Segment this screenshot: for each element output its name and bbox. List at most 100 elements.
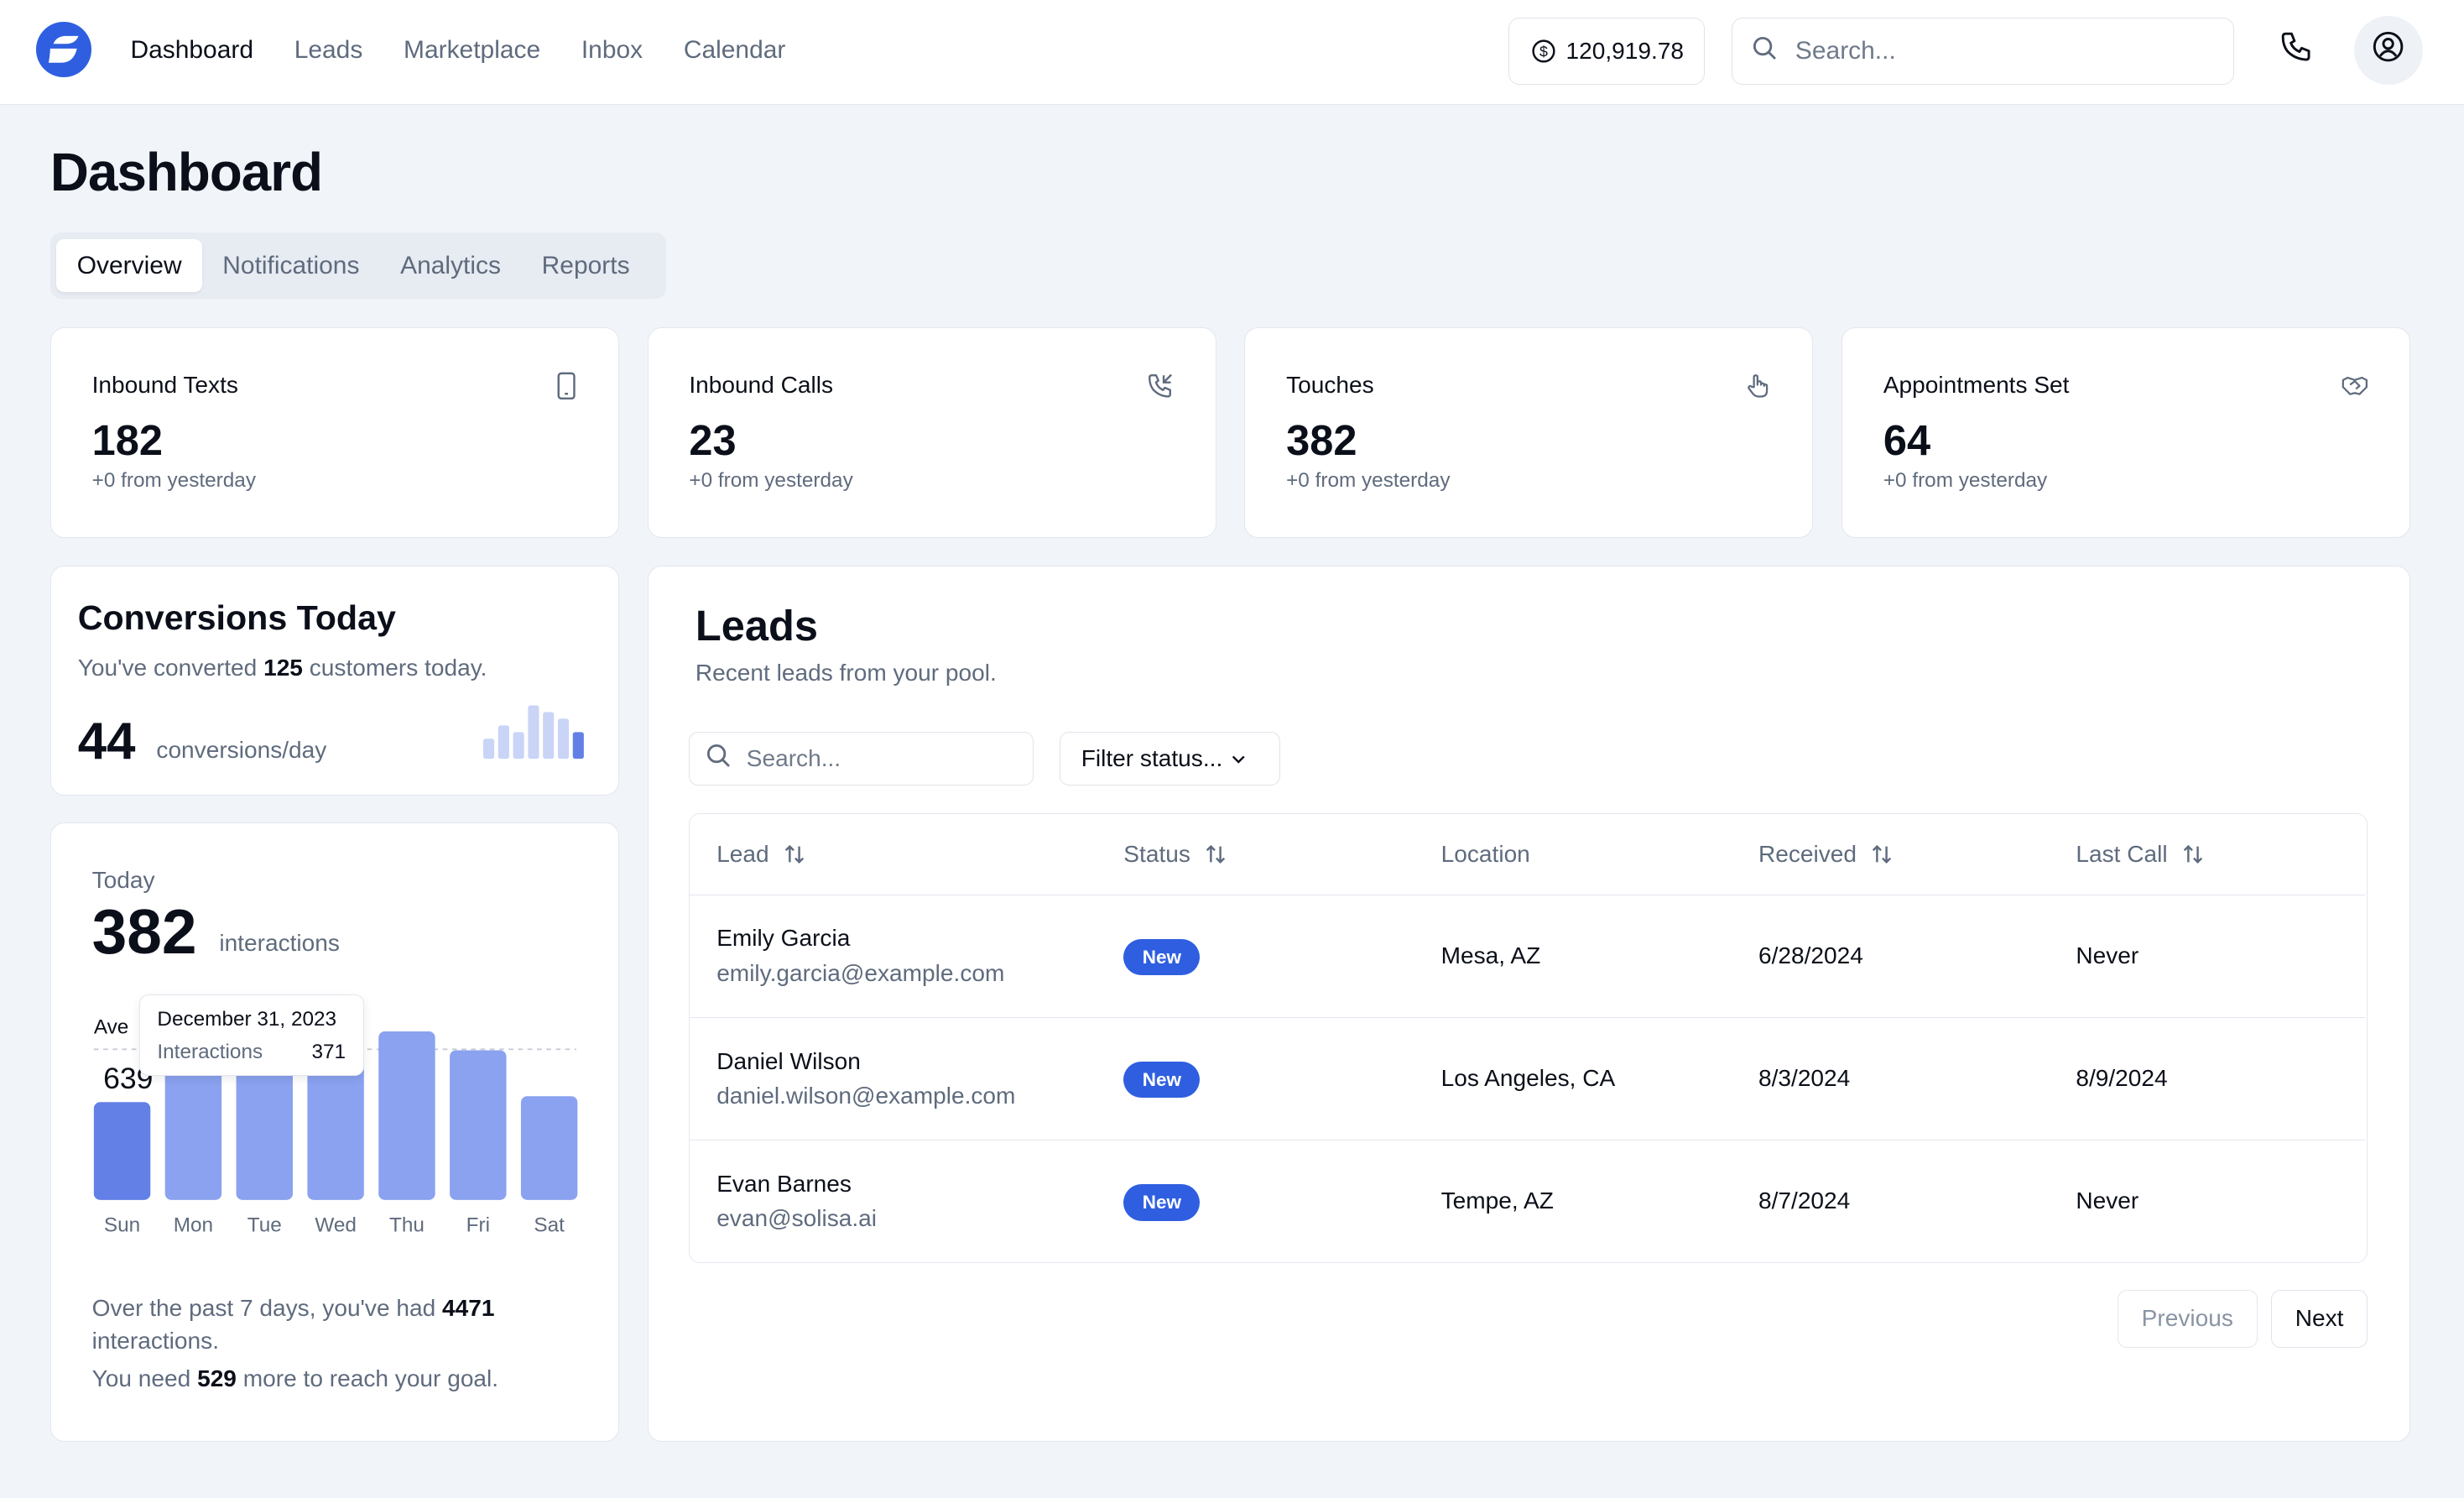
filter-status-dropdown[interactable]: Filter status... <box>1060 731 1280 786</box>
next-page-button[interactable]: Next <box>2271 1289 2368 1349</box>
lead-email: emily.garcia@example.com <box>716 959 1005 986</box>
sort-icon <box>1203 842 1228 867</box>
lead-received: 8/3/2024 <box>1758 1065 1851 1092</box>
column-header-lead[interactable]: Lead <box>716 841 806 868</box>
lead-location: Mesa, AZ <box>1440 942 1541 969</box>
column-header-status[interactable]: Status <box>1123 841 1228 868</box>
goal-prefix: You need <box>91 1365 191 1391</box>
bar-thu[interactable] <box>378 1031 435 1201</box>
today-value: 382 <box>91 895 197 967</box>
phone-button[interactable] <box>2264 18 2327 81</box>
status-badge: New <box>1123 1184 1201 1221</box>
leads-search[interactable] <box>689 731 1034 786</box>
stat-value: 182 <box>91 416 163 465</box>
lead-email: daniel.wilson@example.com <box>716 1082 1016 1109</box>
stat-title: Appointments Set <box>1883 372 2070 399</box>
stat-change: +0 from yesterday <box>1883 469 2048 493</box>
page-title: Dashboard <box>49 142 323 202</box>
lead-received: 6/28/2024 <box>1758 942 1863 969</box>
tooltip-value: 371 <box>311 1041 346 1064</box>
today-unit: interactions <box>219 929 340 956</box>
stat-change: +0 from yesterday <box>91 469 256 493</box>
conversions-count: 125 <box>263 655 303 681</box>
stat-title: Inbound Texts <box>91 372 238 399</box>
column-label: Received <box>1758 841 1857 868</box>
stat-card-inbound-calls: Inbound Calls 23 +0 from yesterday <box>647 326 1216 538</box>
x-tick-label: Sun <box>104 1214 140 1237</box>
column-header-received[interactable]: Received <box>1758 841 1894 868</box>
x-tick-label: Fri <box>466 1214 489 1237</box>
today-label: Today <box>91 867 155 894</box>
week-summary-prefix: Over the past 7 days, you've had <box>91 1294 436 1321</box>
tab-analytics[interactable]: Analytics <box>400 251 501 279</box>
bar-tue[interactable] <box>236 1055 293 1201</box>
sort-icon <box>2180 842 2206 867</box>
sort-icon <box>1869 842 1894 867</box>
chart-tooltip: December 31, 2023 Interactions 371 <box>138 994 364 1077</box>
tab-notifications[interactable]: Notifications <box>222 251 360 279</box>
phone-icon <box>2279 29 2313 70</box>
user-menu-button[interactable] <box>2353 15 2424 86</box>
sparkline-bar <box>557 718 570 759</box>
nav-marketplace[interactable]: Marketplace <box>404 36 541 65</box>
lead-name: Evan Barnes <box>716 1170 852 1197</box>
stat-title: Inbound Calls <box>689 372 834 399</box>
user-circle-icon <box>2371 29 2405 70</box>
average-label: Ave <box>93 1016 128 1039</box>
week-summary-suffix: interactions. <box>91 1328 219 1354</box>
sparkline-bar <box>482 738 495 759</box>
balance-button[interactable]: $ 120,919.78 <box>1508 17 1706 86</box>
column-header-location: Location <box>1441 841 1530 868</box>
stat-value: 382 <box>1286 416 1357 465</box>
nav-leads[interactable]: Leads <box>294 36 363 65</box>
tooltip-label: Interactions <box>157 1041 263 1064</box>
conversions-value: 44 <box>77 712 136 770</box>
previous-page-button[interactable]: Previous <box>2117 1289 2258 1349</box>
lead-last-call: Never <box>2076 942 2139 969</box>
lead-location: Los Angeles, CA <box>1440 1065 1616 1092</box>
column-label: Status <box>1123 841 1190 868</box>
bar-sun[interactable] <box>93 1102 150 1201</box>
lead-email: evan@solisa.ai <box>716 1204 878 1231</box>
sparkline-bar <box>497 724 509 759</box>
interactions-card: Today 382 interactions Sun Mon Tue Wed Thu Fr… <box>49 822 619 1442</box>
global-search[interactable] <box>1732 17 2235 86</box>
leads-title: Leads <box>695 602 818 650</box>
leads-table: Lead Status Location Received Last Call … <box>689 813 2368 1263</box>
table-row[interactable]: Evan Barnes evan@solisa.ai New Tempe, AZ… <box>690 1140 2365 1262</box>
sparkline-bar <box>528 705 539 759</box>
sparkline-bar <box>513 731 524 759</box>
tooltip-date: December 31, 2023 <box>157 1007 337 1031</box>
table-row[interactable]: Emily Garcia emily.garcia@example.com Ne… <box>690 894 2365 1017</box>
tab-reports[interactable]: Reports <box>541 251 630 279</box>
nav-calendar[interactable]: Calendar <box>683 36 786 65</box>
stat-value: 23 <box>689 416 737 465</box>
table-row[interactable]: Daniel Wilson daniel.wilson@example.com … <box>690 1016 2365 1140</box>
column-label: Lead <box>716 841 769 868</box>
bar-sat[interactable] <box>520 1096 577 1201</box>
chevron-down-icon <box>1229 749 1248 768</box>
handshake-icon <box>2341 372 2369 407</box>
pointer-hand-icon <box>1743 372 1772 407</box>
bar-fri[interactable] <box>449 1050 507 1201</box>
main-nav: Dashboard Leads Marketplace Inbox Calend… <box>130 34 826 65</box>
lead-location: Tempe, AZ <box>1440 1187 1554 1214</box>
global-search-input[interactable] <box>1792 35 2201 67</box>
conversions-unit: conversions/day <box>156 736 327 763</box>
tab-overview[interactable]: Overview <box>56 238 202 293</box>
stat-value: 64 <box>1883 416 1931 465</box>
nav-inbox[interactable]: Inbox <box>581 36 643 65</box>
x-tick-label: Sat <box>534 1214 565 1237</box>
x-tick-label: Tue <box>247 1214 281 1237</box>
stat-change: +0 from yesterday <box>1286 469 1451 493</box>
app-logo[interactable] <box>36 22 91 77</box>
week-total: 4471 <box>442 1294 495 1321</box>
leads-search-input[interactable] <box>743 743 1011 774</box>
conversions-summary-suffix: customers today. <box>309 655 487 681</box>
nav-dashboard[interactable]: Dashboard <box>130 36 253 65</box>
top-navbar: Dashboard Leads Marketplace Inbox Calend… <box>0 0 2464 106</box>
column-header-last-call[interactable]: Last Call <box>2076 841 2205 868</box>
x-tick-label: Mon <box>173 1214 212 1237</box>
column-label: Last Call <box>2076 841 2168 868</box>
goal-summary: You need 529 more to reach your goal. <box>92 1365 498 1392</box>
